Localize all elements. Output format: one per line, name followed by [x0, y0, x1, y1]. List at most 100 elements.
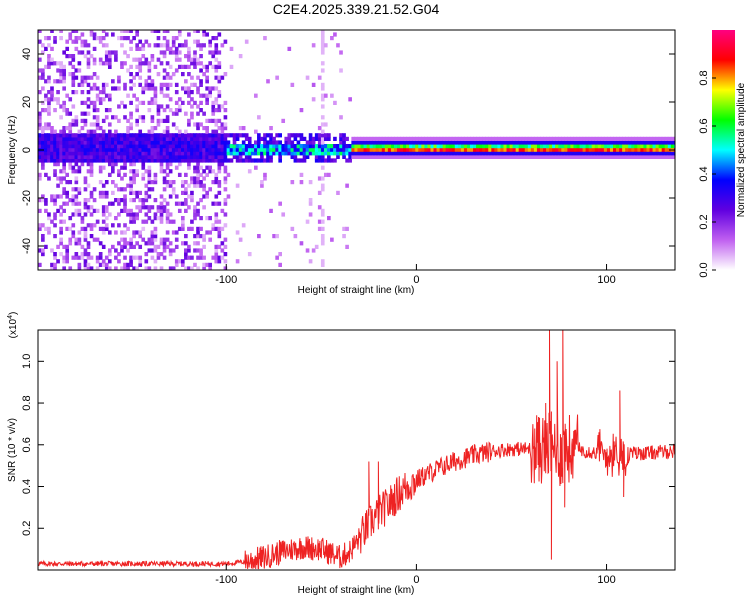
- spectrogram-cell: [144, 61, 149, 66]
- spectrogram-cell: [147, 158, 152, 163]
- spectrogram-cell: [555, 151, 559, 156]
- spectrogram-cell: [320, 165, 325, 170]
- spectrogram-cell: [509, 136, 514, 141]
- spectrogram-cell: [433, 136, 438, 141]
- spectrogram-cell: [269, 136, 273, 141]
- spectrogram-cell: [50, 266, 54, 270]
- spectrogram-cell: [476, 151, 480, 156]
- spectrogram-cell: [226, 144, 231, 149]
- spectrogram-cell: [609, 154, 614, 159]
- spectrogram-cell: [494, 140, 498, 145]
- spectrogram-cell: [129, 212, 133, 217]
- spectrogram-cell: [193, 154, 197, 159]
- spectrogram-cell: [174, 54, 179, 59]
- spectrogram-cell: [135, 230, 139, 235]
- spectrogram-cell: [144, 154, 149, 159]
- spectrogram-cell: [74, 122, 79, 127]
- colorbar-tick-label: 0.8: [698, 70, 710, 85]
- spectrogram-cell: [223, 198, 228, 203]
- spectrogram-cell: [217, 126, 222, 131]
- spectrogram-cell: [323, 151, 328, 156]
- spectrogram-cell: [415, 151, 419, 156]
- spectrogram-cell: [205, 79, 209, 84]
- spectrogram-cell: [333, 144, 337, 149]
- spectrogram-cell: [120, 158, 124, 163]
- spectrogram-cell: [299, 144, 304, 149]
- spectrogram-cell: [153, 176, 158, 181]
- spectrogram-cell: [308, 198, 313, 203]
- spectrogram-cell: [135, 241, 139, 246]
- spectrogram-cell: [153, 172, 158, 177]
- spectrogram-cell: [223, 147, 228, 152]
- spectrogram-cell: [448, 136, 453, 141]
- spectrogram-cell: [38, 122, 42, 127]
- spectrogram-cell: [89, 144, 94, 149]
- spectrogram-cell: [147, 43, 152, 48]
- spectrogram-cell: [205, 133, 209, 138]
- spectrogram-cell: [50, 30, 54, 33]
- spectrogram-cell: [50, 151, 54, 156]
- spectrogram-cell: [144, 158, 149, 163]
- spectrogram-cell: [159, 82, 164, 87]
- spectrogram-cell: [223, 140, 228, 145]
- spectrogram-cell: [457, 154, 462, 159]
- spectrogram-cell: [302, 158, 307, 163]
- spectrogram-cell: [184, 140, 188, 145]
- spectrogram-cell: [214, 259, 219, 264]
- spectrogram-cell: [165, 158, 170, 163]
- spectrogram-cell: [53, 147, 57, 152]
- spectrogram-cell: [162, 241, 167, 246]
- spectrogram-cell: [44, 208, 48, 213]
- spectrogram-cell: [536, 147, 541, 152]
- spectrogram-cell: [104, 223, 109, 228]
- spectrogram-cell: [83, 180, 88, 185]
- spectrogram-cell: [442, 154, 447, 159]
- spectrogram-cell: [71, 64, 76, 69]
- spectrogram-cell: [232, 133, 237, 138]
- spectrogram-cell: [223, 165, 228, 170]
- spectrogram-cell: [56, 147, 60, 152]
- spectrogram-cell: [159, 165, 164, 170]
- spectrogram-x-tick-label: 0: [413, 274, 419, 286]
- spectrogram-cell: [150, 205, 155, 210]
- spectrogram-cell: [59, 115, 63, 120]
- spectrogram-cell: [220, 122, 225, 127]
- colorbar-tick-label: 0.2: [698, 214, 710, 229]
- spectrogram-cell: [330, 237, 334, 242]
- spectrogram-cell: [144, 79, 149, 84]
- spectrogram-cell: [174, 68, 179, 73]
- spectrogram-cell: [241, 126, 246, 131]
- spectrogram-cell: [86, 262, 91, 267]
- spectrogram-cell: [205, 172, 209, 177]
- spectrogram-cell: [129, 64, 133, 69]
- spectrogram-cell: [135, 30, 139, 33]
- spectrogram-cell: [214, 140, 219, 145]
- spectrogram-cell: [223, 108, 228, 113]
- spectrogram-cell: [107, 122, 112, 127]
- spectrogram-cell: [174, 158, 179, 163]
- spectrogram-cell: [466, 154, 471, 159]
- spectrogram-cell: [50, 46, 54, 51]
- spectrogram-cell: [220, 241, 225, 246]
- spectrogram-cell: [80, 154, 85, 159]
- spectrogram-cell: [190, 198, 194, 203]
- spectrogram-cell: [491, 151, 495, 156]
- spectrogram-cell: [415, 140, 419, 145]
- spectrogram-cell: [144, 136, 149, 141]
- spectrogram-cell: [153, 216, 158, 221]
- spectrogram-cell: [53, 172, 57, 177]
- spectrogram-cell: [135, 32, 139, 37]
- spectrogram-cell: [74, 194, 79, 199]
- spectrogram-cell: [56, 90, 60, 95]
- spectrogram-cell: [269, 158, 273, 163]
- spectrogram-cell: [165, 82, 170, 87]
- spectrogram-cell: [345, 136, 349, 141]
- spectrogram-cell: [123, 255, 127, 260]
- spectrogram-cell: [187, 32, 191, 37]
- spectrogram-cell: [424, 147, 429, 152]
- spectrogram-cell: [138, 151, 143, 156]
- spectrogram-cell: [86, 151, 91, 156]
- spectrogram-cell: [80, 216, 85, 221]
- spectrogram-cell: [327, 216, 331, 221]
- spectrogram-cell: [65, 54, 70, 59]
